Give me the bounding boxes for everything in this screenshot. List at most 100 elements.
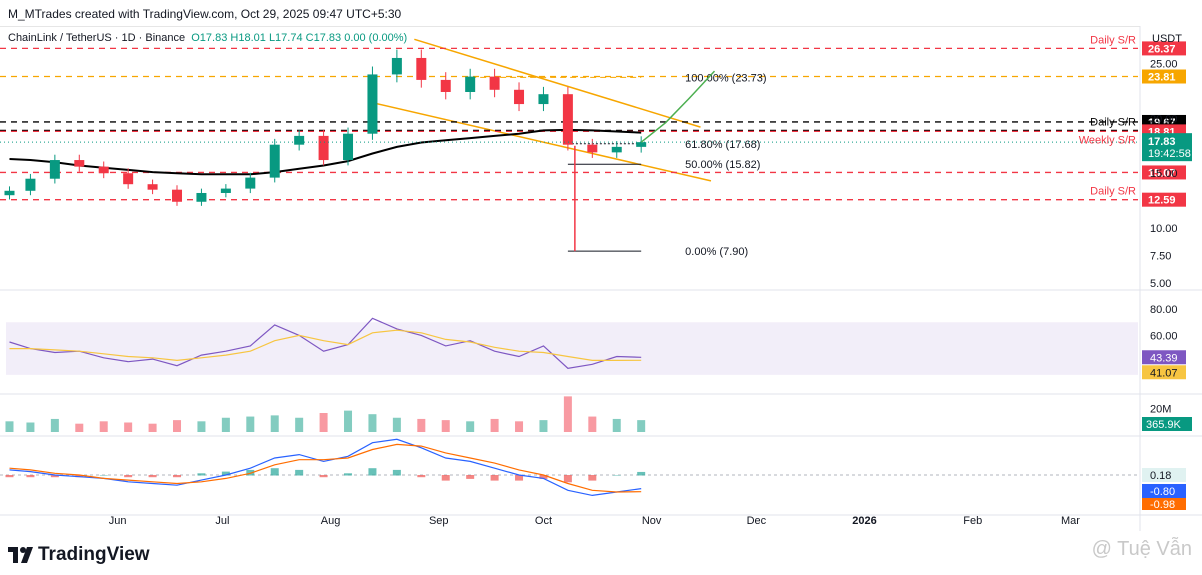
macd-histogram-bar xyxy=(50,475,59,478)
histogram-value-tag xyxy=(1142,468,1186,482)
macd-histogram-bar xyxy=(5,475,14,478)
x-axis-tick-label: Sep xyxy=(429,515,449,527)
volume-bar xyxy=(26,422,35,432)
macd-histogram-bar xyxy=(319,475,328,478)
x-axis-tick-label: Oct xyxy=(535,515,552,527)
level-price-label: 18.81 xyxy=(1148,126,1176,138)
macd-histogram-bar xyxy=(221,471,230,476)
macd-histogram-bar xyxy=(295,469,304,476)
current-price-tag xyxy=(1142,133,1192,162)
x-axis-tick-label: Jul xyxy=(215,515,229,527)
volume-bar xyxy=(368,414,377,432)
tradingview-brand: TradingView xyxy=(38,544,150,565)
candle-body xyxy=(74,160,85,167)
volume-pane[interactable]: 20M 365.9K xyxy=(0,393,1202,432)
candle-body xyxy=(514,89,525,105)
tradingview-logo-icon xyxy=(8,547,33,563)
macd-histogram-bar xyxy=(588,475,597,481)
volume-bar xyxy=(124,422,133,432)
ohlc-change: 0.00 (0.00%) xyxy=(344,32,408,44)
volume-bar xyxy=(221,417,230,432)
macd-histogram-bar xyxy=(466,475,475,479)
macd-histogram-bar xyxy=(490,475,499,481)
level-price-label: 12.59 xyxy=(1148,195,1176,207)
rsi-value-label: 43.39 xyxy=(1150,352,1178,364)
candle-body xyxy=(172,189,183,202)
candle-body xyxy=(269,144,280,178)
macd-line xyxy=(9,438,642,497)
ohlc-open: O17.83 xyxy=(191,32,228,44)
macd-histogram-bar xyxy=(417,475,426,478)
level-name-label: Daily S/R xyxy=(1090,116,1136,128)
macd-histogram-bar xyxy=(441,475,450,481)
price-tick-label: 5.00 xyxy=(1150,278,1171,290)
candle-body xyxy=(538,94,549,105)
volume-bar xyxy=(270,415,279,432)
watermark-text: @ Tuệ Vẫn xyxy=(1091,538,1192,560)
footer: TradingView @ Tuệ Vẫn xyxy=(0,535,1202,575)
fib-label: 100.00% (23.73) xyxy=(685,72,766,84)
x-axis-tick-label: Nov xyxy=(642,515,662,527)
price-tick-label: 10.00 xyxy=(1150,223,1178,235)
macd-pane[interactable]: 0.18 -0.80-0.98 xyxy=(0,435,1202,511)
candle-body xyxy=(294,135,305,145)
price-tick-label: 7.50 xyxy=(1150,251,1171,263)
macd-histogram-bar xyxy=(637,471,646,476)
creator-text: M_MTrades created with TradingView.com, … xyxy=(8,7,402,21)
tradingview-logo[interactable]: TradingView xyxy=(8,544,150,566)
macd-histogram-bar xyxy=(368,468,377,476)
ma-200-line xyxy=(9,128,642,176)
level-price-label: 15.07 xyxy=(1148,167,1176,179)
level-price-tag xyxy=(1142,192,1186,207)
volume-bar xyxy=(539,420,548,432)
candle-body xyxy=(611,146,622,153)
x-axis-tick-label: Dec xyxy=(747,515,767,527)
rsi-pane[interactable]: 80.00 60.00 43.39 41.07 xyxy=(0,289,1202,380)
ohlc-high: H18.01 xyxy=(230,32,266,44)
level-price-tag xyxy=(1142,165,1186,180)
candle-body xyxy=(440,79,451,92)
macd-histogram-bar xyxy=(539,475,548,479)
currency-label[interactable]: USDT xyxy=(1152,33,1182,45)
ohlc-low: L17.74 xyxy=(268,32,303,44)
volume-bar xyxy=(490,418,499,432)
candle-body xyxy=(49,160,60,179)
x-axis-tick-label: Mar xyxy=(1061,515,1080,527)
level-price-label: 19.67 xyxy=(1148,117,1176,129)
macd-histogram-bar xyxy=(197,473,206,476)
volume-bar xyxy=(441,420,450,432)
axes: Jun Jul Aug Sep Oct Nov Dec 2026 Feb Mar xyxy=(0,514,1202,527)
volume-bar xyxy=(246,416,255,432)
price-tick-label: 20.00 xyxy=(1150,113,1178,125)
fib-label: 61.80% (17.68) xyxy=(685,139,760,151)
volume-bar xyxy=(612,418,621,432)
ohlc-close: C17.83 xyxy=(305,32,342,44)
rsi-ma-value-label: 41.07 xyxy=(1150,367,1178,379)
volume-bar xyxy=(319,413,328,432)
volume-tick-label: 20M xyxy=(1150,403,1171,415)
channel-lower-line xyxy=(368,101,712,182)
symbol-legend: ChainLink / TetherUS · 1D · Binance O17.… xyxy=(8,32,407,44)
symbol-name[interactable]: ChainLink / TetherUS · 1D · Binance xyxy=(8,32,186,44)
price-axis-bg xyxy=(1140,26,1202,531)
macd-value-label: -0.80 xyxy=(1150,486,1175,498)
volume-bar xyxy=(148,423,157,432)
volume-bar xyxy=(637,420,646,432)
rsi-tick-label: 60.00 xyxy=(1150,330,1178,342)
volume-bar xyxy=(588,416,597,432)
candle-body xyxy=(465,76,476,92)
macd-histogram-bar xyxy=(26,475,35,478)
volume-bar xyxy=(173,420,182,432)
candle-body xyxy=(25,178,36,191)
level-price-label: 26.37 xyxy=(1148,43,1176,55)
signal-value-label: -0.98 xyxy=(1150,499,1175,511)
macd-histogram-bar xyxy=(563,475,572,483)
macd-histogram-bar xyxy=(344,473,353,476)
level-price-tag xyxy=(1142,41,1186,56)
candle-body xyxy=(245,177,256,189)
volume-bar xyxy=(466,421,475,432)
rsi-value-tag xyxy=(1142,350,1186,365)
x-axis-tick-label: Jun xyxy=(109,515,127,527)
